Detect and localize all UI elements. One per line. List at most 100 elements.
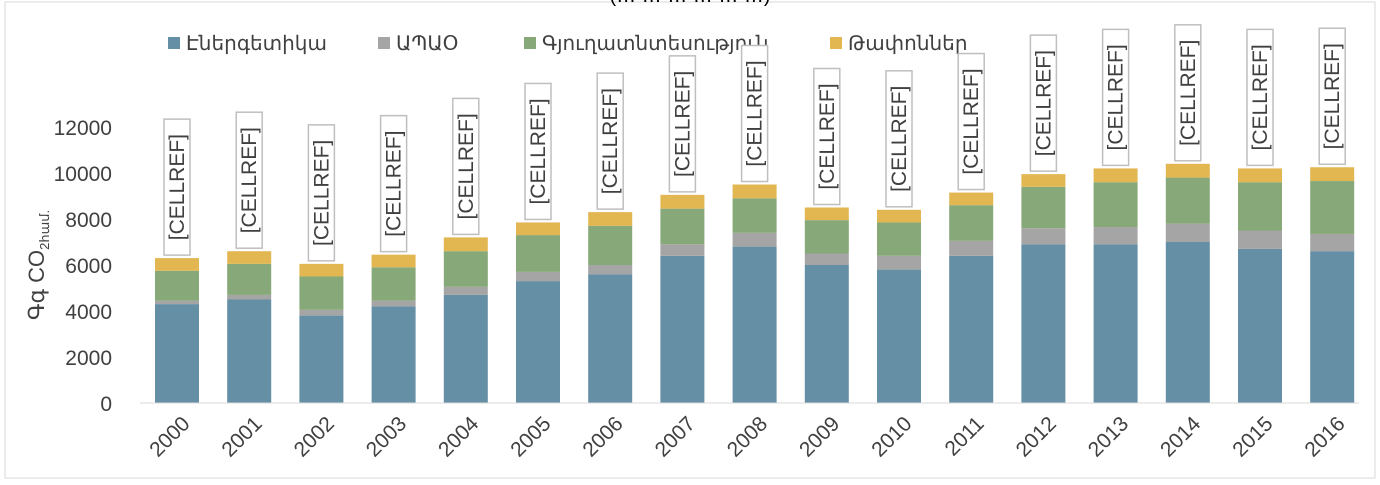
bar-segment (299, 263, 344, 277)
bar-segment (949, 192, 994, 206)
bar-segment (1165, 242, 1210, 403)
data-label: [CELLREF] (596, 72, 624, 210)
bar-segment (1310, 181, 1355, 234)
data-label: [CELLREF] (1174, 24, 1202, 162)
bar-segment (1021, 186, 1066, 229)
data-label-text: [CELLREF] (816, 83, 839, 189)
bar-segment (1093, 168, 1138, 183)
data-label-text: [CELLREF] (166, 134, 189, 240)
y-axis-label-main: Գգ CO (24, 250, 49, 320)
legend-item: Գյուղատնտեսություն (524, 33, 769, 55)
bar-segment (1165, 177, 1210, 224)
data-label-box (1174, 24, 1202, 162)
data-label: [CELLREF] (235, 111, 263, 249)
data-label-box (885, 70, 913, 208)
bar-segment (588, 212, 633, 226)
bar-segment (1238, 248, 1282, 403)
data-label-box (1318, 27, 1346, 165)
bar-segment (660, 208, 705, 245)
data-label: [CELLREF] (813, 67, 841, 206)
y-tick-label: 10000 (54, 163, 112, 186)
bar-segment (299, 276, 344, 310)
bar-segment (371, 254, 416, 268)
y-axis-ticks: 0 2000 4000 6000 8000 10000 12000 (54, 117, 112, 416)
bar-segment (732, 198, 777, 233)
y-tick-label: 4000 (65, 301, 112, 324)
data-label-text: [CELLREF] (1032, 50, 1055, 156)
bar-segment (516, 235, 560, 272)
data-label-text: [CELLREF] (383, 131, 406, 237)
data-label-box (1246, 28, 1274, 167)
bar-segment (877, 222, 921, 256)
y-tick-label: 0 (100, 393, 112, 416)
data-label: [CELLREF] (957, 52, 985, 191)
data-label-box (1101, 28, 1130, 167)
data-label: [CELLREF] (885, 70, 913, 208)
data-label: [CELLREF] (1318, 27, 1346, 165)
data-label-text: [CELLREF] (671, 71, 694, 177)
y-tick-label: 12000 (54, 117, 112, 140)
bar-segment (732, 184, 777, 199)
legend-swatch (378, 37, 390, 49)
bar-segment (877, 269, 921, 403)
data-label-text: [CELLREF] (1105, 44, 1128, 150)
bar-segment (227, 294, 272, 300)
bar-segment (1093, 182, 1138, 228)
data-label: [CELLREF] (668, 55, 697, 193)
data-label-text: [CELLREF] (1177, 40, 1200, 146)
legend-swatch (524, 37, 536, 49)
legend-swatch (830, 37, 842, 49)
bar-segment (227, 299, 272, 403)
data-label-text: [CELLREF] (960, 68, 983, 174)
data-label-box (668, 55, 697, 193)
bar-segment (155, 270, 199, 301)
bar-segment (443, 237, 488, 252)
data-label-box (957, 52, 985, 191)
bar-segment (1238, 230, 1282, 249)
data-label: [CELLREF] (379, 114, 408, 253)
data-label: [CELLREF] (452, 97, 480, 236)
bar-segment (371, 306, 416, 403)
bar-segment (732, 246, 777, 403)
data-labels: [CELLREF] [CELLREF] [CELLREF] [CELLREF] [CEL… (163, 24, 1346, 262)
bar-segment (804, 253, 849, 265)
bar-segment (949, 240, 994, 256)
data-label-box (740, 44, 769, 183)
bar-segment (1165, 223, 1210, 242)
data-label-text: [CELLREF] (1321, 43, 1344, 149)
data-label-text: [CELLREF] (527, 98, 550, 204)
data-label-box (1029, 34, 1058, 172)
data-label: [CELLREF] (1246, 28, 1274, 167)
bar-segment (516, 222, 560, 236)
data-label-box (596, 72, 624, 210)
legend-item: ԱՊԱՕ (378, 33, 458, 55)
data-label-text: [CELLREF] (238, 127, 261, 233)
y-tick-label: 2000 (65, 347, 112, 370)
bar-segment (877, 255, 921, 270)
bar-segment (588, 225, 633, 265)
bar-segment (804, 207, 849, 221)
legend-label: Էներգետիկա (186, 33, 327, 55)
bar-segment (227, 251, 272, 264)
bar-segment (371, 267, 416, 301)
bar-segment (1238, 182, 1282, 231)
bar-segment (443, 251, 488, 287)
data-label: [CELLREF] (1101, 28, 1130, 167)
bar-segment (227, 263, 272, 295)
data-label-text: [CELLREF] (888, 86, 911, 192)
bar-segment (516, 281, 560, 403)
data-label-box (307, 124, 336, 262)
bar-segment (660, 194, 705, 209)
bar-segment (299, 309, 344, 316)
bar-segment (443, 286, 488, 295)
bar-segment (1310, 167, 1355, 182)
bar-segment (1021, 228, 1066, 245)
bars (155, 163, 1355, 403)
data-label-box (524, 82, 552, 221)
data-label-box (813, 67, 841, 206)
data-label: [CELLREF] (163, 118, 191, 256)
bar-segment (660, 244, 705, 256)
data-label: [CELLREF] (524, 82, 552, 221)
data-label-box (379, 114, 408, 253)
